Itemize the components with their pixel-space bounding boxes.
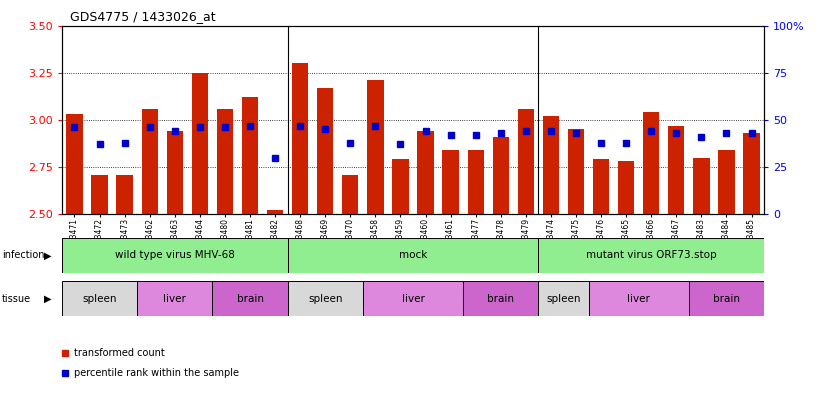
Bar [463, 281, 539, 316]
Text: tissue: tissue [2, 294, 31, 304]
Bar [392, 160, 409, 214]
Text: liver: liver [401, 294, 425, 304]
Bar [539, 238, 764, 273]
Bar [116, 174, 133, 214]
Text: mock: mock [399, 250, 427, 261]
Bar [618, 162, 634, 214]
Bar [287, 238, 539, 273]
Text: brain: brain [487, 294, 515, 304]
Bar [492, 137, 509, 214]
Bar [267, 210, 283, 214]
Bar [66, 114, 83, 214]
Bar [593, 160, 610, 214]
Bar [141, 108, 158, 214]
Bar [363, 281, 463, 316]
Bar [317, 88, 334, 214]
Bar [62, 238, 287, 273]
Bar [443, 150, 458, 214]
Bar [216, 108, 233, 214]
Text: spleen: spleen [83, 294, 116, 304]
Bar [342, 174, 358, 214]
Text: brain: brain [713, 294, 740, 304]
Bar [588, 281, 689, 316]
Bar [567, 129, 584, 214]
Text: GDS4775 / 1433026_at: GDS4775 / 1433026_at [70, 10, 216, 23]
Bar [368, 80, 383, 214]
Bar [518, 108, 534, 214]
Bar [92, 174, 107, 214]
Bar [287, 281, 363, 316]
Bar [743, 133, 760, 214]
Text: spleen: spleen [308, 294, 343, 304]
Text: wild type virus MHV-68: wild type virus MHV-68 [115, 250, 235, 261]
Bar [539, 281, 588, 316]
Bar [643, 112, 659, 214]
Text: ▶: ▶ [44, 250, 52, 261]
Bar [192, 73, 208, 214]
Bar [719, 150, 734, 214]
Text: liver: liver [164, 294, 186, 304]
Bar [62, 281, 137, 316]
Bar [417, 131, 434, 214]
Text: percentile rank within the sample: percentile rank within the sample [74, 367, 239, 378]
Bar [292, 63, 308, 214]
Text: mutant virus ORF73.stop: mutant virus ORF73.stop [586, 250, 716, 261]
Bar [689, 281, 764, 316]
Text: liver: liver [627, 294, 650, 304]
Bar [468, 150, 484, 214]
Text: infection: infection [2, 250, 44, 261]
Text: ▶: ▶ [44, 294, 52, 304]
Text: transformed count: transformed count [74, 348, 164, 358]
Bar [212, 281, 287, 316]
Text: spleen: spleen [546, 294, 581, 304]
Bar [242, 97, 259, 214]
Bar [543, 116, 559, 214]
Bar [693, 158, 710, 214]
Text: brain: brain [236, 294, 263, 304]
Bar [668, 125, 685, 214]
Bar [167, 131, 183, 214]
Bar [137, 281, 212, 316]
